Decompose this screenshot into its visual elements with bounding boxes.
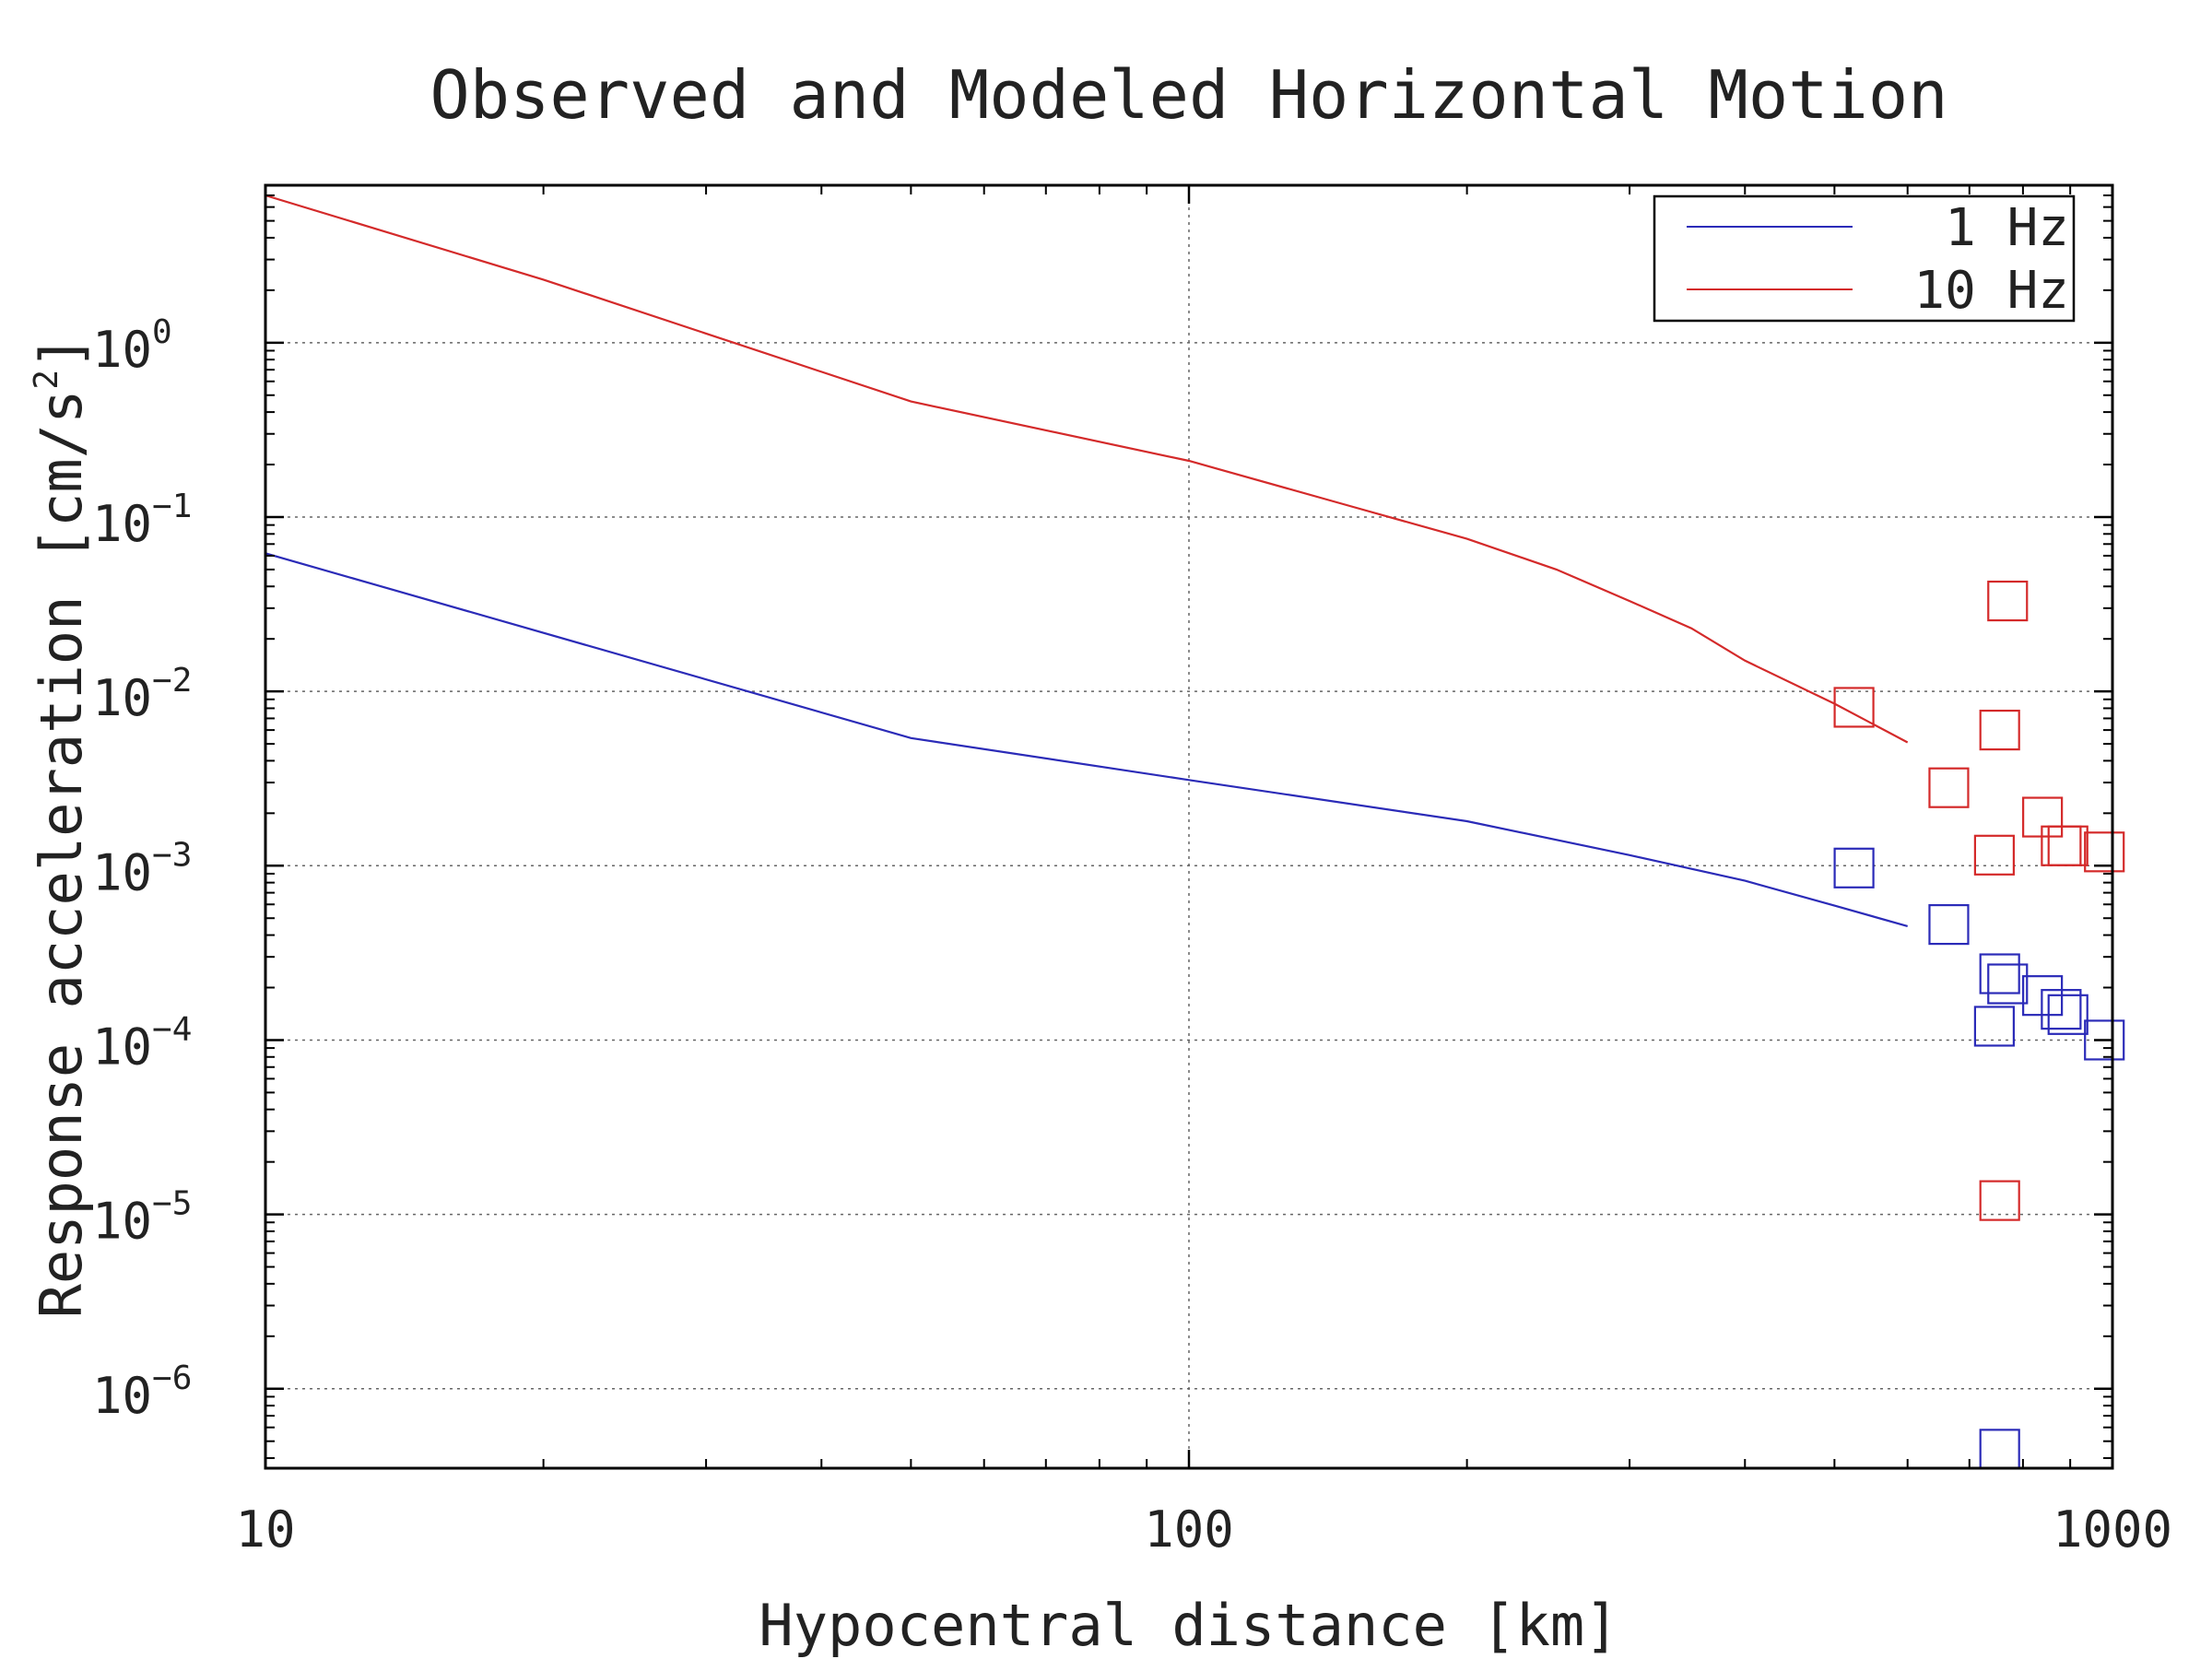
y-tick-label-exponent: 0 — [152, 313, 172, 351]
observed-marker-1hz — [2084, 1019, 2125, 1061]
observed-marker-10hz — [1987, 580, 2029, 622]
series-line-10hz — [265, 194, 1909, 744]
y-axis-label-main: Response acceleration [cm/s — [28, 390, 95, 1319]
series-line-1hz — [265, 552, 1908, 927]
legend-label-1hz: 1 Hz — [1945, 198, 2069, 258]
x-tick-label: 1000 — [2053, 1500, 2172, 1559]
y-tick-label-base: 10 — [92, 321, 152, 379]
x-tick-label: 10 — [235, 1500, 295, 1559]
y-tick-label-base: 10 — [92, 669, 152, 727]
legend-box — [1653, 194, 2076, 323]
observed-marker-1hz — [1987, 963, 2029, 1005]
y-tick-label-exponent: −2 — [152, 662, 192, 700]
observed-marker-10hz — [1833, 687, 1875, 728]
y-tick-label: 10−4 — [92, 1010, 192, 1076]
observed-marker-10hz — [2084, 831, 2125, 873]
legend: 1 Hz 10 Hz — [1653, 194, 2076, 323]
y-tick-label: 10−3 — [92, 836, 192, 901]
y-tick-label-base: 10 — [92, 1018, 152, 1076]
chart-title: Observed and Modeled Horizontal Motion — [429, 56, 1947, 134]
y-axis-label-superscript: 2 — [28, 370, 65, 390]
observed-marker-10hz — [1973, 834, 2016, 876]
series-lines — [265, 194, 1909, 927]
y-tick-label-exponent: −1 — [152, 488, 192, 525]
observed-marker-10hz — [1979, 709, 2020, 751]
x-tick-label: 100 — [1144, 1500, 1234, 1559]
observed-marker-1hz — [1928, 903, 1970, 946]
y-tick-label-base: 10 — [92, 1193, 152, 1251]
y-tick-label-base: 10 — [92, 843, 152, 901]
observed-marker-1hz — [1833, 847, 1875, 888]
observed-marker-1hz — [1979, 1429, 2020, 1470]
y-tick-label: 10−6 — [92, 1359, 192, 1425]
x-axis-label: Hypocentral distance [km] — [759, 1592, 1618, 1659]
grid — [265, 185, 2112, 1468]
y-axis-label-suffix: ] — [28, 335, 95, 370]
y-axis-label: Response acceleration [cm/s2] — [28, 335, 95, 1319]
y-tick-label-exponent: −4 — [152, 1010, 192, 1048]
legend-label-10hz: 10 Hz — [1913, 261, 2069, 321]
y-tick-label-exponent: −5 — [152, 1185, 192, 1223]
observed-markers — [1833, 580, 2125, 1470]
observed-marker-1hz — [1979, 953, 2020, 994]
y-tick-label: 100 — [92, 313, 172, 379]
axis-ticks — [264, 184, 2114, 1468]
observed-marker-1hz — [1973, 1006, 2016, 1047]
y-tick-label-base: 10 — [92, 495, 152, 553]
y-tick-label-base: 10 — [92, 1367, 152, 1425]
y-tick-label: 10−1 — [92, 488, 192, 553]
observed-marker-1hz — [2047, 994, 2088, 1035]
y-tick-label-exponent: −3 — [152, 836, 192, 874]
y-tick-label-exponent: −6 — [152, 1359, 192, 1397]
observed-marker-10hz — [2047, 825, 2088, 866]
y-tick-label: 10−2 — [92, 662, 192, 727]
observed-marker-1hz — [2041, 989, 2082, 1030]
y-tick-label: 10−5 — [92, 1185, 192, 1251]
observed-marker-10hz — [1979, 1180, 2020, 1221]
observed-marker-10hz — [1928, 767, 1970, 808]
